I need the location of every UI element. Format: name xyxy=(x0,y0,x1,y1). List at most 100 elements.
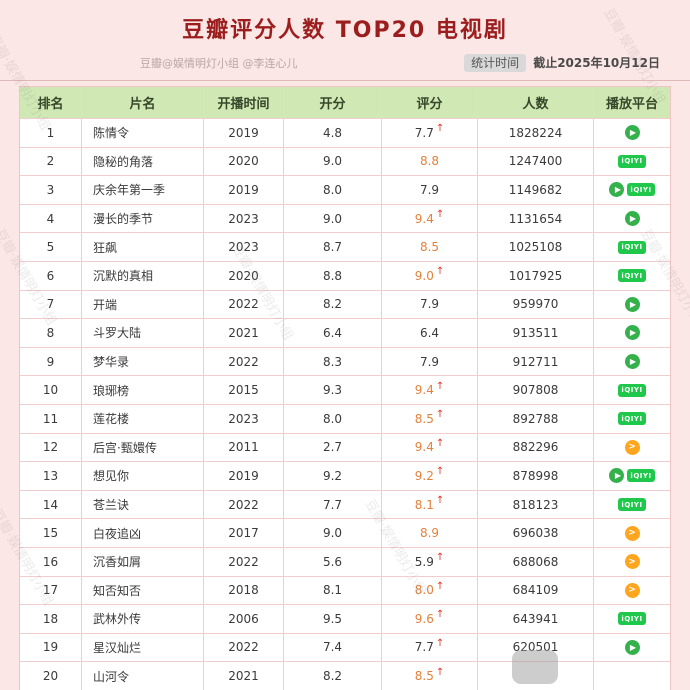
score-value: 9.6 xyxy=(414,611,434,626)
score-cell: 9.4 ↑ xyxy=(382,376,478,404)
score-cell: 7.9 xyxy=(382,290,478,319)
score-value: 7.7 xyxy=(414,640,434,655)
title-cell: 沉默的真相 xyxy=(82,261,204,290)
rank-cell: 4 xyxy=(20,204,82,233)
table-row: 15 白夜追凶 2017 9.0 8.9 696038 > xyxy=(20,518,670,547)
open-score-cell: 9.5 xyxy=(284,605,382,633)
rank-cell: 20 xyxy=(20,662,82,690)
rank-cell: 2 xyxy=(20,147,82,176)
title-cell: 漫长的季节 xyxy=(82,204,204,233)
title-cell: 知否知否 xyxy=(82,576,204,605)
rank-cell: 17 xyxy=(20,576,82,605)
title-cell: 陈情令 xyxy=(82,119,204,147)
platform-cell: iQIYI xyxy=(594,405,670,433)
open-score-cell: 9.0 xyxy=(284,204,382,233)
table-row: 13 想见你 2019 9.2 9.2 ↑ 878998 ▶ iQIYI xyxy=(20,461,670,490)
iqiyi-icon: iQIYI xyxy=(618,269,646,283)
score-cell: 9.4 ↑ xyxy=(382,204,478,233)
platform-cell: ▶ xyxy=(594,205,670,233)
score-cell: 6.4 xyxy=(382,319,478,347)
title-cell: 开端 xyxy=(82,290,204,319)
platform-cell: ▶ xyxy=(594,119,670,147)
open-score-cell: 8.0 xyxy=(284,404,382,433)
platform-cell: iQIYI xyxy=(594,148,670,176)
iqiyi-icon: iQIYI xyxy=(618,240,646,254)
platform-cell: ▶ xyxy=(594,319,670,347)
platform-cell: ▶ xyxy=(594,634,670,662)
tencent-video-icon: ▶ xyxy=(609,468,625,484)
up-arrow-icon: ↑ xyxy=(435,466,445,478)
watermark-logo xyxy=(512,650,558,684)
title-cell: 后宫·甄嬛传 xyxy=(82,433,204,462)
column-header: 片名 xyxy=(82,87,204,118)
tencent-video-icon: ▶ xyxy=(624,211,640,227)
score-cell: 9.2 ↑ xyxy=(382,462,478,490)
year-cell: 2021 xyxy=(204,319,284,347)
tencent-video-icon: ▶ xyxy=(624,354,640,370)
rank-cell: 5 xyxy=(20,233,82,261)
title-cell: 白夜追凶 xyxy=(82,519,204,547)
score-cell: 7.9 xyxy=(382,347,478,376)
score-cell: 7.7 ↑ xyxy=(382,119,478,147)
count-cell: 1828224 xyxy=(478,119,594,147)
year-cell: 2023 xyxy=(204,204,284,233)
score-value: 7.9 xyxy=(419,354,440,369)
up-arrow-icon: ↑ xyxy=(435,437,445,449)
rank-cell: 16 xyxy=(20,547,82,576)
score-value: 9.4 xyxy=(414,440,434,455)
score-cell: 8.5 ↑ xyxy=(382,404,478,433)
credit-text: 豆瓣@娱情明灯小组 @李连心儿 xyxy=(140,56,298,70)
table-row: 4 漫长的季节 2023 9.0 9.4 ↑ 1131654 ▶ xyxy=(20,203,670,233)
score-cell: 7.7 ↑ xyxy=(382,633,478,662)
score-cell: 8.0 ↑ xyxy=(382,576,478,605)
subtitle-bar: 豆瓣@娱情明灯小组 @李连心儿 统计时间 截止2025年10月12日 xyxy=(140,54,660,80)
table-row: 3 庆余年第一季 2019 8.0 7.9 1149682 ▶ iQIYI xyxy=(20,175,670,204)
count-cell: 907808 xyxy=(478,376,594,404)
up-arrow-icon: ↑ xyxy=(435,580,445,592)
count-cell: 688068 xyxy=(478,547,594,576)
score-cell: 8.9 xyxy=(382,519,478,547)
count-cell: 1247400 xyxy=(478,147,594,176)
table-row: 6 沉默的真相 2020 8.8 9.0 ↑ 1017925 iQIYI xyxy=(20,260,670,290)
rank-cell: 7 xyxy=(20,290,82,319)
year-cell: 2023 xyxy=(204,233,284,261)
iqiyi-icon: iQIYI xyxy=(627,469,655,483)
open-score-cell: 4.8 xyxy=(284,119,382,147)
year-cell: 2020 xyxy=(204,261,284,290)
table-row: 8 斗罗大陆 2021 6.4 6.4 913511 ▶ xyxy=(20,318,670,347)
title-cell: 山河令 xyxy=(82,662,204,690)
up-arrow-icon: ↑ xyxy=(435,495,445,507)
up-arrow-icon: ↑ xyxy=(435,123,445,135)
open-score-cell: 8.2 xyxy=(284,662,382,690)
iqiyi-icon: iQIYI xyxy=(618,383,646,397)
table-row: 7 开端 2022 8.2 7.9 959970 ▶ xyxy=(20,289,670,319)
score-value: 9.4 xyxy=(414,211,434,226)
stats-time: 统计时间 截止2025年10月12日 xyxy=(464,54,660,72)
title-cell: 琅琊榜 xyxy=(82,376,204,404)
up-arrow-icon: ↑ xyxy=(435,637,445,649)
score-value: 8.9 xyxy=(419,526,440,541)
count-cell: 684109 xyxy=(478,576,594,605)
column-header: 开分 xyxy=(284,87,382,118)
score-cell: 8.5 ↑ xyxy=(382,662,478,690)
title-cell: 星汉灿烂 xyxy=(82,633,204,662)
iqiyi-icon: iQIYI xyxy=(627,183,655,197)
youku-icon: > xyxy=(624,554,640,570)
column-header: 排名 xyxy=(20,87,82,118)
rank-cell: 1 xyxy=(20,119,82,147)
open-score-cell: 8.0 xyxy=(284,176,382,204)
header: 豆瓣评分人数 TOP20 电视剧 豆瓣@娱情明灯小组 @李连心儿 统计时间 截止2… xyxy=(0,0,690,81)
table-header-row: 排名 片名 开播时间 开分 评分 人数 播放平台 xyxy=(20,87,670,118)
table-row: 19 星汉灿烂 2022 7.4 7.7 ↑ 620501 ▶ xyxy=(20,632,670,662)
rank-cell: 10 xyxy=(20,376,82,404)
open-score-cell: 5.6 xyxy=(284,547,382,576)
count-cell: 643941 xyxy=(478,605,594,633)
table-row: 2 隐秘的角落 2020 9.0 8.8 1247400 iQIYI xyxy=(20,146,670,176)
table-row: 9 梦华录 2022 8.3 7.9 912711 ▶ xyxy=(20,346,670,376)
score-value: 7.9 xyxy=(419,297,440,312)
open-score-cell: 9.3 xyxy=(284,376,382,404)
platform-cell: iQIYI xyxy=(594,605,670,633)
column-header: 人数 xyxy=(478,87,594,118)
title-cell: 苍兰诀 xyxy=(82,490,204,519)
